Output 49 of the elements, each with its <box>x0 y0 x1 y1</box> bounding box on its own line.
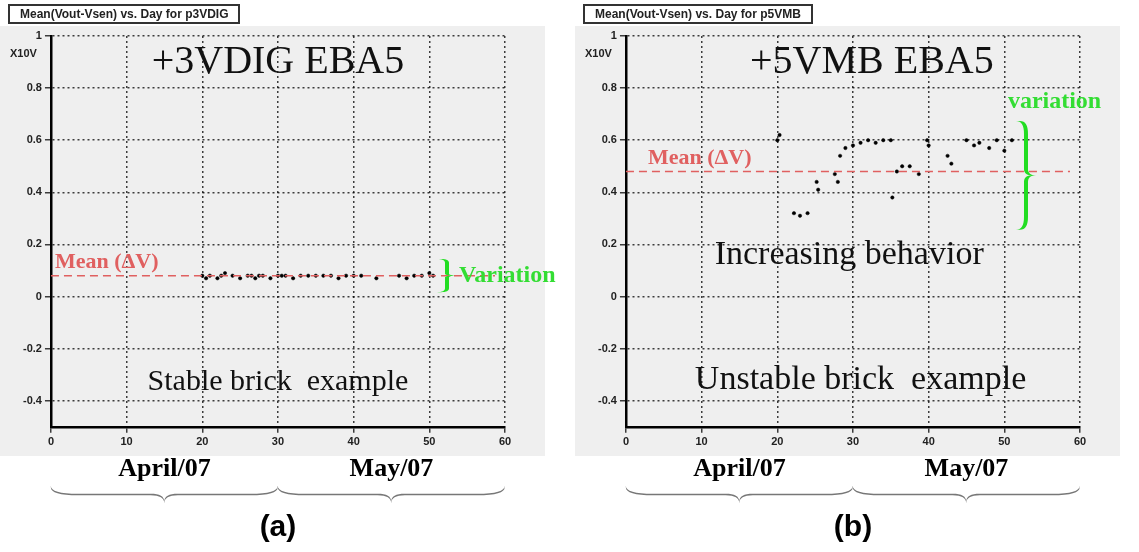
ref-line-label: Mean (ΔV) <box>54 248 159 274</box>
y-tick-label: 0.2 <box>26 237 42 250</box>
text: (a) <box>259 508 297 543</box>
y-tick-label: 0.8 <box>601 81 617 94</box>
x-tick-label: 60 <box>1073 435 1087 448</box>
y-axis-title: X10V <box>585 47 613 60</box>
y-tick-label: 1 <box>35 29 42 42</box>
y-tick-label: 0 <box>610 289 617 302</box>
x-tick-label: 10 <box>120 435 133 448</box>
annotation: +5VMB EBA5 <box>750 36 994 82</box>
annotation: variation <box>1007 87 1102 114</box>
y-tick-label: -0.2 <box>597 341 617 354</box>
text: April/07 <box>118 452 211 483</box>
x-tick-label: 30 <box>271 435 285 448</box>
x-tick-label: 20 <box>771 435 784 448</box>
text: April/07 <box>693 452 786 483</box>
annotation: Variation <box>459 260 556 288</box>
y-tick-label: 0 <box>35 289 42 302</box>
y-tick-label: 0.4 <box>26 185 43 198</box>
annotation: Unstable brick example <box>694 358 1027 396</box>
y-tick-label: 0.8 <box>26 81 42 94</box>
x-tick-label: 40 <box>347 435 360 448</box>
x-tick-label: 0 <box>622 435 630 448</box>
x-tick-label: 30 <box>846 435 860 448</box>
y-tick-label: 1 <box>610 29 617 42</box>
ref-line-label: Mean (ΔV) <box>647 144 752 170</box>
text: May/07 <box>349 452 434 483</box>
y-axis-title: X10V <box>10 47 38 60</box>
y-tick-label: -0.2 <box>22 341 42 354</box>
x-tick-label: 60 <box>498 435 512 448</box>
x-tick-label: 40 <box>922 435 935 448</box>
chart-title: Mean(Vout-Vsen) vs. Day for p3VDIG <box>8 4 241 24</box>
text: (b) <box>833 508 873 543</box>
x-tick-label: 20 <box>196 435 209 448</box>
x-tick-label: 50 <box>423 435 436 448</box>
annotation: Stable brick example <box>147 363 409 397</box>
annotation: +3VDIG EBA5 <box>151 36 405 82</box>
y-tick-label: -0.4 <box>597 393 618 406</box>
chart-title: Mean(Vout-Vsen) vs. Day for p5VMB <box>583 4 813 24</box>
y-tick-label: 0.2 <box>601 237 617 250</box>
y-tick-label: 0.6 <box>601 133 617 146</box>
text: May/07 <box>924 452 1009 483</box>
x-tick-label: 10 <box>695 435 708 448</box>
y-tick-label: 0.6 <box>26 133 42 146</box>
annotation: Increasing behavior <box>714 233 985 271</box>
x-tick-label: 0 <box>47 435 55 448</box>
y-tick-label: 0.4 <box>601 185 618 198</box>
x-tick-label: 50 <box>998 435 1011 448</box>
y-tick-label: -0.4 <box>22 393 43 406</box>
